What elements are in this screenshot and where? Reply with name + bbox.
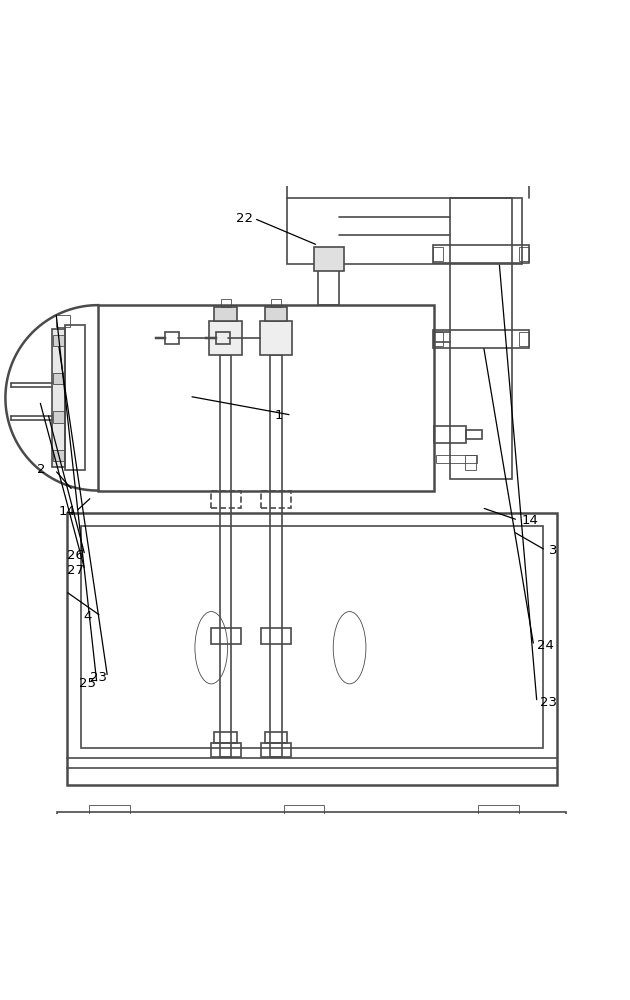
Bar xyxy=(220,355,231,757)
Bar xyxy=(65,325,85,470)
Bar xyxy=(81,526,543,748)
Bar xyxy=(210,743,241,757)
Bar xyxy=(260,321,292,355)
Bar xyxy=(53,411,64,423)
Text: 22: 22 xyxy=(236,212,253,225)
Bar xyxy=(466,430,481,439)
Bar xyxy=(166,332,179,344)
Bar xyxy=(261,628,291,644)
Bar xyxy=(220,299,231,307)
Bar xyxy=(464,455,476,470)
Text: 24: 24 xyxy=(537,639,554,652)
Bar xyxy=(505,818,513,824)
Bar xyxy=(435,426,466,443)
Bar xyxy=(265,307,287,321)
Bar xyxy=(115,818,123,824)
Bar xyxy=(265,732,287,743)
Text: 2: 2 xyxy=(37,463,45,476)
Bar xyxy=(481,818,489,824)
Bar xyxy=(314,247,344,271)
Bar xyxy=(318,264,339,305)
Bar xyxy=(89,805,130,819)
Bar xyxy=(98,305,435,491)
Bar xyxy=(310,818,318,824)
Bar xyxy=(57,812,566,819)
Text: 26: 26 xyxy=(67,549,84,562)
Text: 14: 14 xyxy=(59,505,76,518)
Bar xyxy=(215,332,229,344)
Bar xyxy=(271,299,281,307)
Bar xyxy=(210,491,241,508)
Bar xyxy=(286,818,294,824)
Bar xyxy=(284,805,324,819)
Text: 23: 23 xyxy=(90,671,107,684)
Bar xyxy=(436,455,476,463)
Bar xyxy=(433,332,443,346)
Bar xyxy=(261,491,291,508)
Bar xyxy=(433,247,443,261)
Bar xyxy=(433,245,529,263)
Bar xyxy=(53,335,64,346)
Bar xyxy=(67,513,557,785)
Text: 14: 14 xyxy=(521,514,538,527)
Bar xyxy=(56,315,70,327)
Bar xyxy=(450,198,512,479)
Bar xyxy=(519,332,529,346)
Bar xyxy=(270,355,282,757)
Bar xyxy=(433,330,529,348)
Bar xyxy=(91,818,100,824)
Text: 23: 23 xyxy=(540,696,557,709)
Bar xyxy=(261,743,291,757)
Text: 4: 4 xyxy=(84,610,92,623)
Bar xyxy=(519,247,529,261)
Bar xyxy=(209,321,242,355)
Text: 3: 3 xyxy=(549,544,558,557)
Bar xyxy=(210,628,241,644)
Text: 1: 1 xyxy=(274,409,283,422)
Bar xyxy=(53,450,64,461)
Text: 27: 27 xyxy=(67,564,84,577)
Bar xyxy=(214,732,237,743)
Text: 25: 25 xyxy=(79,677,96,690)
Bar xyxy=(478,805,519,819)
Bar xyxy=(287,198,522,264)
Bar xyxy=(53,373,64,384)
Bar xyxy=(214,307,237,321)
Bar xyxy=(52,329,65,467)
